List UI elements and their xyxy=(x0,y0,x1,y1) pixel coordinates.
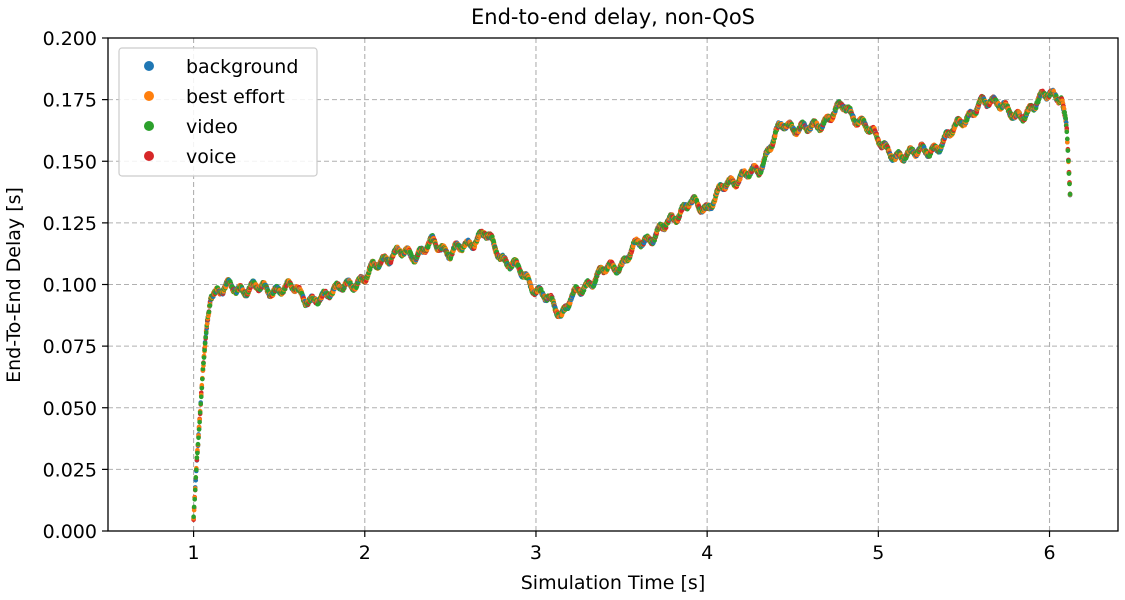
scatter-points xyxy=(191,87,1073,523)
data-point-video xyxy=(201,355,207,360)
data-point-video xyxy=(198,401,204,407)
data-point-video xyxy=(202,347,207,353)
data-point-video xyxy=(195,441,201,447)
data-point-video xyxy=(201,360,206,366)
data-point-video xyxy=(203,330,209,335)
data-point-best-effort xyxy=(191,507,197,513)
data-point-video xyxy=(192,497,197,502)
data-point-video xyxy=(199,385,205,391)
data-point-video xyxy=(200,376,205,382)
data-point-video xyxy=(195,450,200,456)
data-point-video xyxy=(197,410,203,415)
data-point-video xyxy=(193,475,199,480)
data-point-video xyxy=(191,504,197,510)
data-point-video xyxy=(206,309,212,315)
data-point-video xyxy=(200,366,206,372)
data-point-best-effort xyxy=(204,321,210,326)
data-point-video xyxy=(192,487,198,493)
data-point-video xyxy=(194,467,199,473)
data-point-video xyxy=(198,394,204,400)
data-point-video xyxy=(203,334,208,340)
data-point-video xyxy=(194,455,200,461)
data-point-video xyxy=(196,435,201,441)
data-point-video xyxy=(207,303,213,308)
data-point-video xyxy=(202,341,208,346)
data-point-video xyxy=(197,419,202,425)
data-point-video xyxy=(196,427,202,432)
data-point-video xyxy=(191,514,196,520)
